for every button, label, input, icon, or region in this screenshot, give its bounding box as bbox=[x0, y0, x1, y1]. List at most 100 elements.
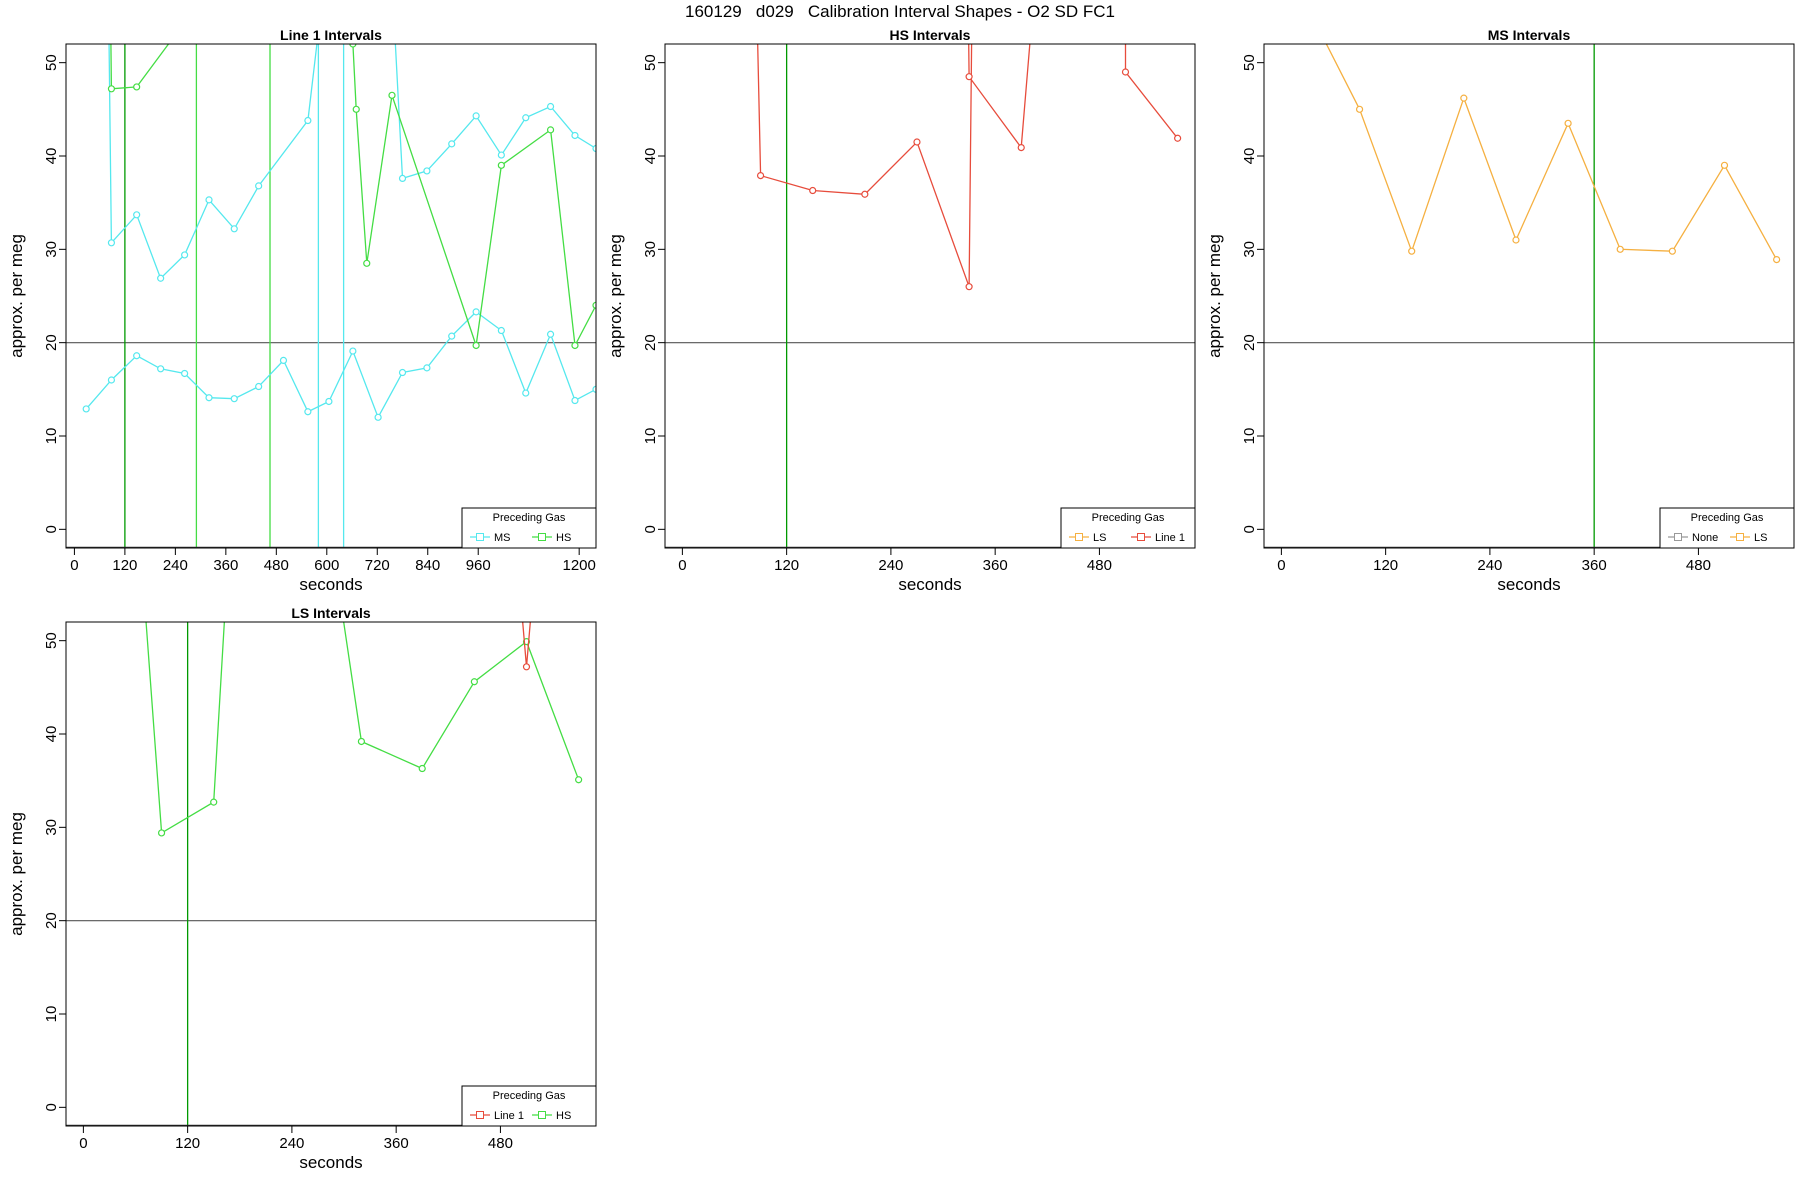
y-tick-label: 20 bbox=[43, 912, 60, 929]
legend-marker bbox=[1137, 533, 1145, 541]
data-point bbox=[157, 365, 165, 373]
panel-hs-intervals: HS Intervals 0 120 240 360 480 0 10 20 30 40 50 seco… bbox=[606, 27, 1196, 594]
data-point bbox=[133, 352, 141, 360]
data-point bbox=[1564, 119, 1572, 127]
legend-marker bbox=[538, 533, 546, 541]
y-tick-label: 10 bbox=[43, 1006, 60, 1023]
legend-label: MS bbox=[494, 532, 511, 544]
x-tick-label: 480 bbox=[488, 1135, 513, 1152]
legend-label: LS bbox=[1093, 532, 1106, 544]
data-point bbox=[157, 274, 165, 282]
y-tick-label: 0 bbox=[43, 525, 60, 533]
x-tick-label: 960 bbox=[466, 557, 491, 574]
data-point bbox=[388, 91, 396, 99]
data-point bbox=[1408, 247, 1416, 255]
data-point bbox=[418, 764, 426, 773]
x-tick-label: 0 bbox=[1277, 557, 1285, 574]
page-title: 160129 d029 Calibration Interval Shapes … bbox=[685, 2, 1115, 21]
x-tick-label: 360 bbox=[213, 557, 238, 574]
panel-line1-intervals: Line 1 Intervals 0 120 240 360 480 600 720 840 96… bbox=[7, 27, 597, 594]
data-point bbox=[1017, 144, 1025, 152]
legend-label: HS bbox=[556, 1110, 571, 1122]
data-point bbox=[304, 408, 312, 416]
data-point bbox=[546, 102, 555, 111]
data-point bbox=[157, 829, 166, 837]
legend-label: LS bbox=[1754, 532, 1767, 544]
legend-box bbox=[461, 507, 597, 549]
y-tick-label: 30 bbox=[1241, 241, 1258, 258]
data-point bbox=[472, 112, 480, 120]
data-point bbox=[592, 144, 596, 153]
x-tick-label: 480 bbox=[1686, 557, 1711, 574]
x-tick-label: 0 bbox=[70, 557, 78, 574]
series-line bbox=[1325, 44, 1778, 260]
plot-area bbox=[66, 622, 596, 1126]
panel-title: MS Intervals bbox=[1488, 27, 1571, 43]
x-tick-label: 240 bbox=[878, 557, 903, 574]
plot-area bbox=[66, 44, 596, 548]
y-tick-label: 0 bbox=[1241, 525, 1258, 533]
panel-ls-intervals: LS Intervals 0 120 240 360 480 0 10 20 30 40 50 seco… bbox=[7, 605, 597, 1172]
data-point bbox=[1720, 161, 1729, 169]
x-tick-label: 0 bbox=[678, 557, 686, 574]
y-tick-label: 40 bbox=[43, 148, 60, 165]
legend-box bbox=[461, 1085, 597, 1127]
data-point bbox=[423, 167, 431, 175]
legend: Preceding Gas None LS bbox=[1659, 507, 1795, 549]
data-point bbox=[210, 798, 218, 806]
x-tick-label: 720 bbox=[365, 557, 390, 574]
data-point bbox=[522, 663, 531, 671]
legend-label: HS bbox=[556, 532, 571, 544]
data-point bbox=[965, 73, 973, 81]
data-point bbox=[133, 211, 141, 219]
x-tick-label: 600 bbox=[314, 557, 339, 574]
y-axis-label: approx. per meg bbox=[7, 812, 26, 936]
data-point bbox=[398, 368, 407, 377]
x-axis-label: seconds bbox=[898, 575, 961, 594]
legend-label: Line 1 bbox=[494, 1110, 524, 1122]
legend-marker bbox=[1674, 533, 1682, 541]
data-point bbox=[363, 259, 371, 267]
data-point bbox=[1512, 236, 1520, 244]
data-point bbox=[181, 369, 189, 378]
series-line bbox=[110, 44, 596, 348]
y-tick-label: 30 bbox=[642, 241, 659, 258]
x-tick-label: 840 bbox=[415, 557, 440, 574]
data-point bbox=[809, 186, 817, 195]
data-point bbox=[546, 126, 555, 134]
series-line bbox=[145, 622, 580, 834]
y-tick-label: 20 bbox=[642, 334, 659, 351]
legend-label: None bbox=[1692, 532, 1718, 544]
panel-title: Line 1 Intervals bbox=[280, 27, 382, 43]
data-point bbox=[349, 347, 357, 355]
data-point bbox=[423, 364, 431, 372]
series-line bbox=[108, 44, 596, 280]
y-tick-label: 10 bbox=[43, 428, 60, 445]
x-tick-label: 480 bbox=[1087, 557, 1112, 574]
y-axis-label: approx. per meg bbox=[7, 234, 26, 358]
x-axis-label: seconds bbox=[1497, 575, 1560, 594]
legend: Preceding Gas Line 1 HS bbox=[461, 1085, 597, 1127]
legend-label: Line 1 bbox=[1155, 532, 1185, 544]
x-tick-label: 120 bbox=[175, 1135, 200, 1152]
data-point bbox=[472, 308, 480, 316]
plot-frame bbox=[1263, 43, 1795, 549]
data-point bbox=[357, 737, 366, 746]
legend-title: Preceding Gas bbox=[493, 1090, 566, 1102]
x-tick-label: 120 bbox=[1373, 557, 1398, 574]
x-tick-label: 360 bbox=[1582, 557, 1607, 574]
x-tick-label: 0 bbox=[79, 1135, 87, 1152]
y-tick-label: 20 bbox=[43, 334, 60, 351]
data-point bbox=[304, 116, 312, 125]
x-tick-label: 240 bbox=[279, 1135, 304, 1152]
x-axis-label: seconds bbox=[299, 1153, 362, 1172]
legend-box bbox=[1060, 507, 1196, 549]
y-tick-label: 40 bbox=[43, 726, 60, 743]
data-point bbox=[398, 174, 407, 182]
data-point bbox=[107, 239, 116, 247]
y-tick-label: 0 bbox=[43, 1103, 60, 1111]
y-tick-label: 50 bbox=[1241, 54, 1258, 71]
data-point bbox=[1616, 245, 1624, 253]
x-tick-label: 1200 bbox=[562, 557, 595, 574]
plot-frame bbox=[664, 43, 1196, 549]
